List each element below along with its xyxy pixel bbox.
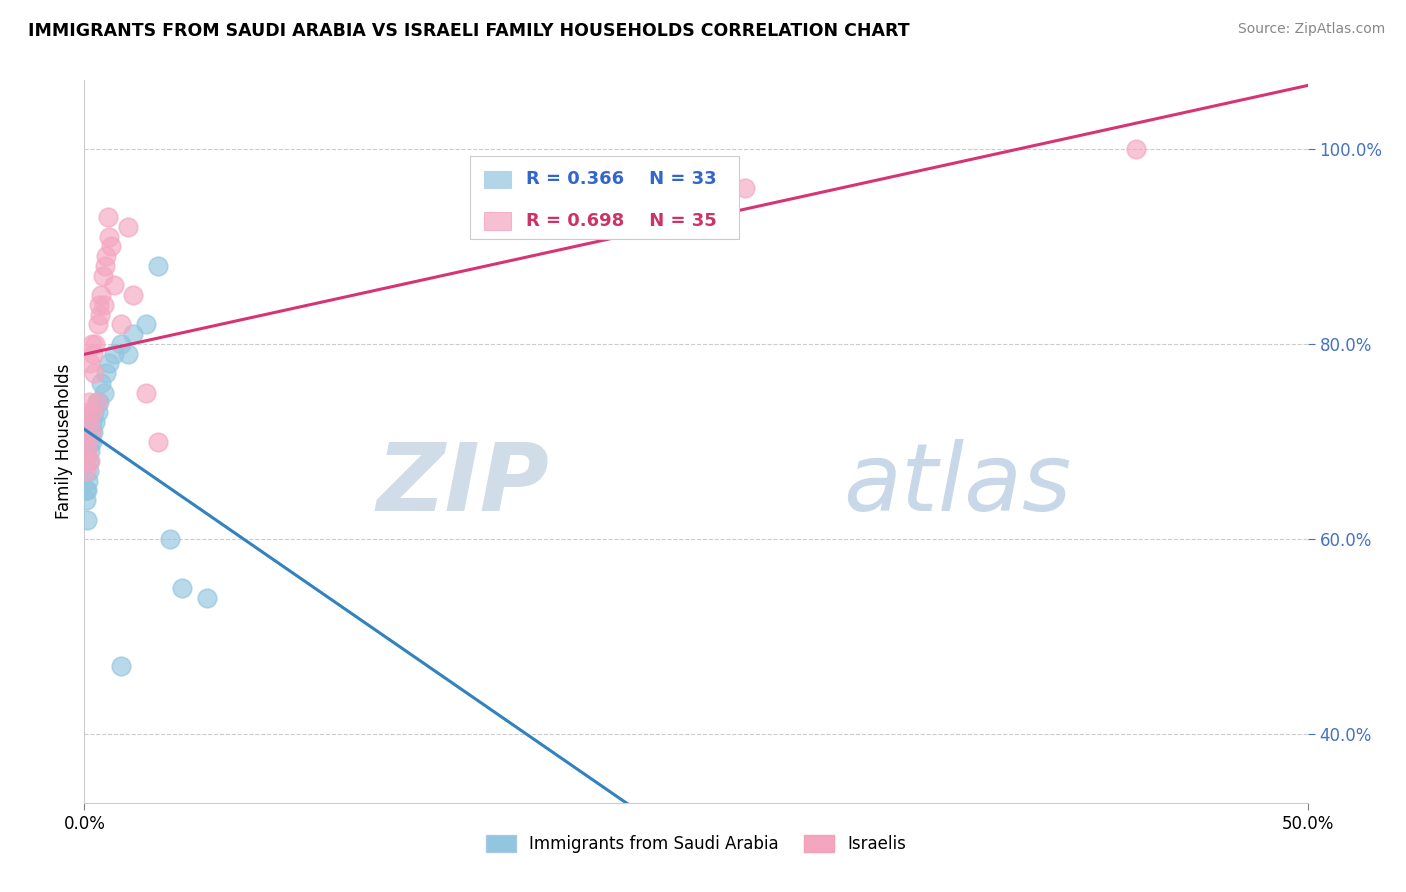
Point [77, 454, 100, 468]
Point [76, 513, 98, 527]
Point [117, 219, 139, 234]
Point [76, 444, 98, 458]
Point [86, 395, 108, 409]
Point [146, 434, 169, 449]
Point [75, 493, 97, 508]
Point [100, 239, 122, 253]
Point [87, 405, 110, 419]
Point [83, 405, 105, 419]
Point [82, 346, 104, 360]
Point [75, 483, 97, 498]
Point [75, 464, 97, 478]
Point [117, 346, 139, 360]
Text: IMMIGRANTS FROM SAUDI ARABIA VS ISRAELI FAMILY HOUSEHOLDS CORRELATION CHART: IMMIGRANTS FROM SAUDI ARABIA VS ISRAELI … [28, 22, 910, 40]
Point [77, 474, 100, 488]
Point [80, 425, 103, 439]
Point [103, 346, 125, 360]
Point [80, 425, 103, 439]
Point [172, 581, 194, 595]
Point [122, 327, 145, 342]
Point [80, 434, 103, 449]
Point [146, 259, 169, 273]
Point [87, 318, 110, 332]
Legend: Immigrants from Saudi Arabia, Israelis: Immigrants from Saudi Arabia, Israelis [479, 828, 912, 860]
Text: R = 0.366    N = 33: R = 0.366 N = 33 [526, 170, 717, 188]
FancyBboxPatch shape [484, 212, 512, 229]
Point [84, 415, 107, 429]
Point [110, 337, 132, 351]
Point [83, 366, 105, 380]
Point [135, 318, 157, 332]
Point [82, 425, 104, 439]
Text: ZIP: ZIP [377, 439, 550, 531]
Point [94, 259, 117, 273]
Point [103, 278, 125, 293]
Point [89, 308, 111, 322]
Point [76, 483, 98, 498]
Point [79, 356, 101, 370]
Point [76, 434, 98, 449]
Point [79, 434, 101, 449]
Point [77, 464, 100, 478]
Point [97, 356, 120, 370]
Point [93, 298, 115, 312]
Point [159, 532, 181, 546]
Point [77, 395, 100, 409]
Point [90, 288, 112, 302]
Point [87, 395, 110, 409]
Point [1125, 142, 1147, 156]
Point [110, 318, 132, 332]
Point [97, 210, 120, 224]
Point [75, 454, 97, 468]
Point [84, 337, 107, 351]
Point [122, 810, 145, 824]
Point [79, 444, 101, 458]
Point [77, 405, 100, 419]
Point [97, 229, 120, 244]
Point [110, 659, 132, 673]
Point [93, 385, 115, 400]
Point [90, 376, 112, 390]
Point [80, 337, 103, 351]
Y-axis label: Family Households: Family Households [55, 364, 73, 519]
Point [77, 415, 100, 429]
FancyBboxPatch shape [470, 156, 738, 239]
Point [79, 454, 101, 468]
Text: R = 0.698    N = 35: R = 0.698 N = 35 [526, 212, 717, 230]
Point [96, 249, 118, 263]
Point [734, 180, 756, 194]
FancyBboxPatch shape [484, 170, 512, 188]
Point [82, 405, 104, 419]
Text: Source: ZipAtlas.com: Source: ZipAtlas.com [1237, 22, 1385, 37]
Point [87, 298, 110, 312]
Point [86, 395, 108, 409]
Point [91, 268, 114, 283]
Point [195, 591, 218, 605]
Text: atlas: atlas [842, 440, 1071, 531]
Point [96, 366, 118, 380]
Point [135, 385, 157, 400]
Point [82, 415, 104, 429]
Point [122, 288, 145, 302]
